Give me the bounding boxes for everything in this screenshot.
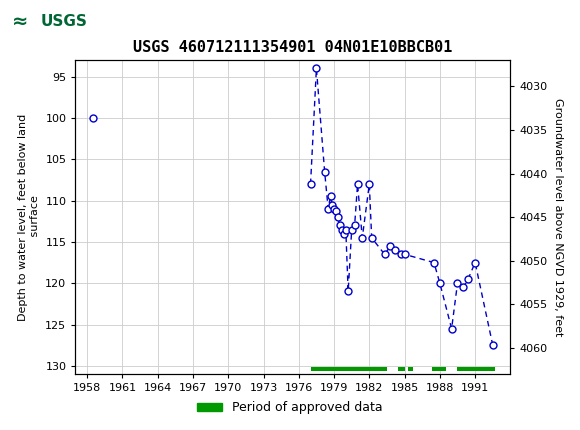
Bar: [408, 367, 413, 372]
Title: USGS 460712111354901 04N01E10BBCB01: USGS 460712111354901 04N01E10BBCB01: [133, 40, 452, 55]
Bar: [432, 367, 446, 372]
Text: ≈: ≈: [12, 12, 28, 31]
Legend: Period of approved data: Period of approved data: [192, 396, 388, 419]
Y-axis label: Depth to water level, feet below land
 surface: Depth to water level, feet below land su…: [18, 114, 39, 321]
Text: USGS: USGS: [41, 14, 88, 29]
Bar: [458, 367, 495, 372]
Y-axis label: Groundwater level above NGVD 1929, feet: Groundwater level above NGVD 1929, feet: [553, 98, 563, 336]
Bar: [310, 367, 387, 372]
Bar: [397, 367, 405, 372]
FancyBboxPatch shape: [6, 3, 99, 42]
